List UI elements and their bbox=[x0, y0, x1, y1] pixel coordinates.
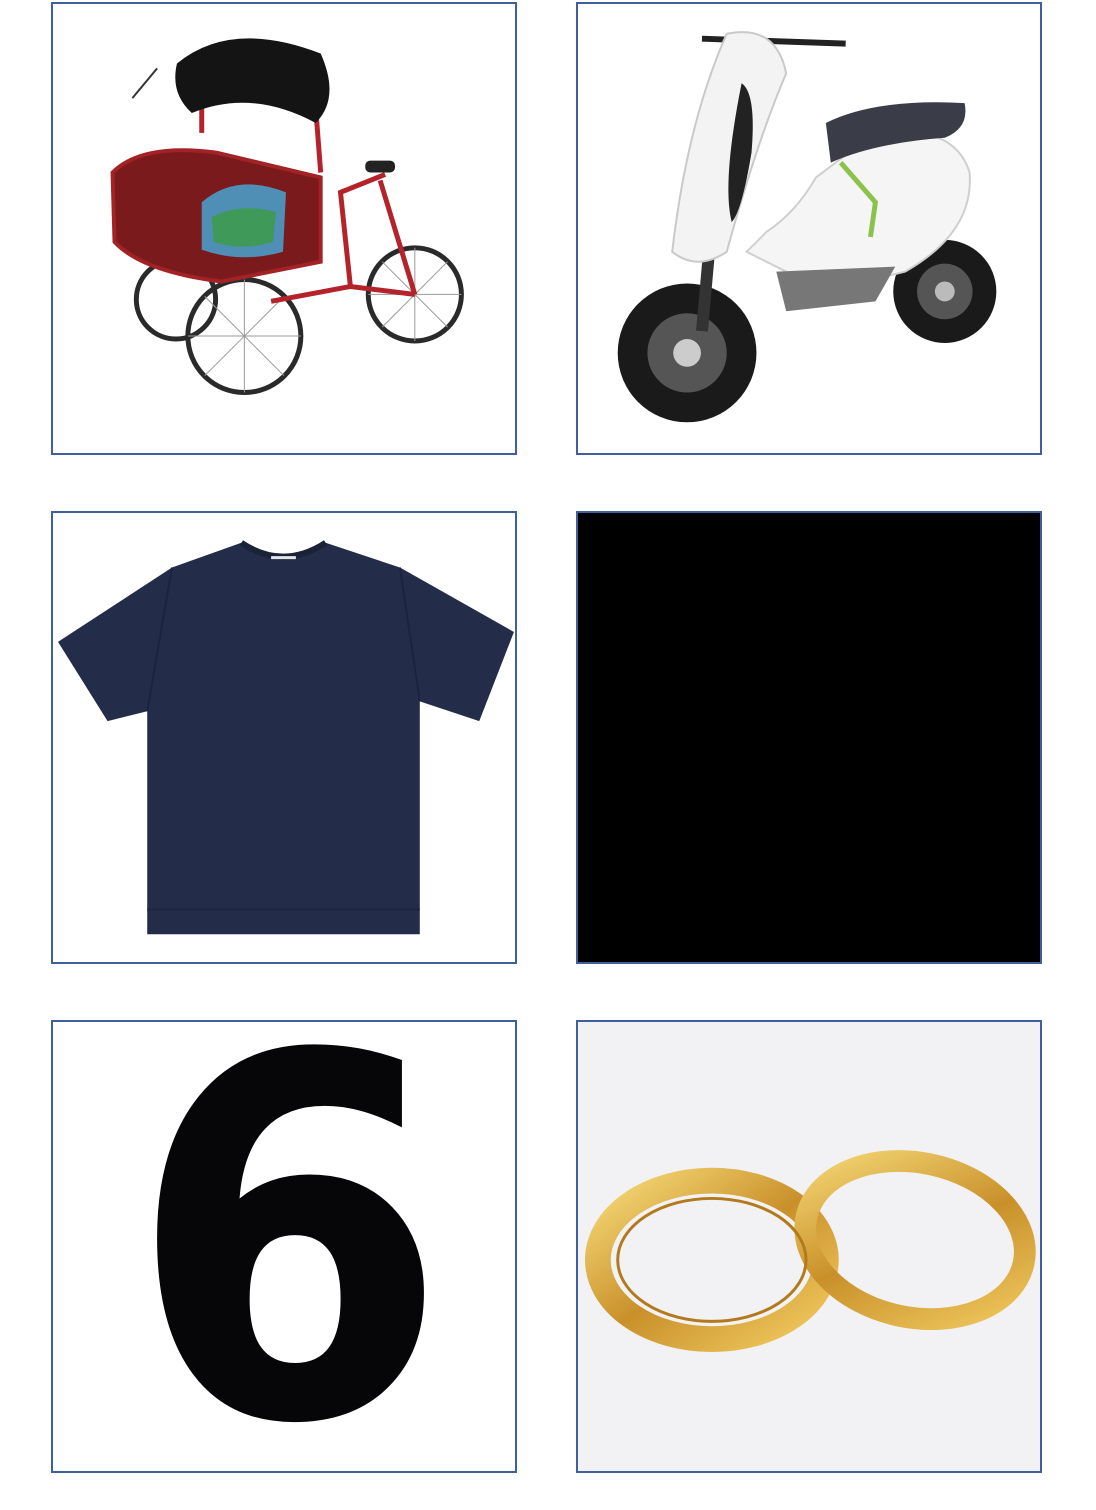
tshirt-icon bbox=[58, 540, 514, 935]
rings-icon bbox=[584, 1150, 1036, 1353]
card-black bbox=[576, 511, 1042, 964]
card-rickshaw bbox=[51, 2, 517, 455]
scooter-icon bbox=[617, 31, 997, 423]
card-rings bbox=[576, 1020, 1042, 1473]
rickshaw-icon bbox=[110, 38, 464, 396]
digit-six-icon: 6 bbox=[128, 1020, 449, 1473]
card-scooter bbox=[576, 2, 1042, 455]
card-number-six: 6 bbox=[51, 1020, 517, 1473]
card-tshirt bbox=[51, 511, 517, 964]
